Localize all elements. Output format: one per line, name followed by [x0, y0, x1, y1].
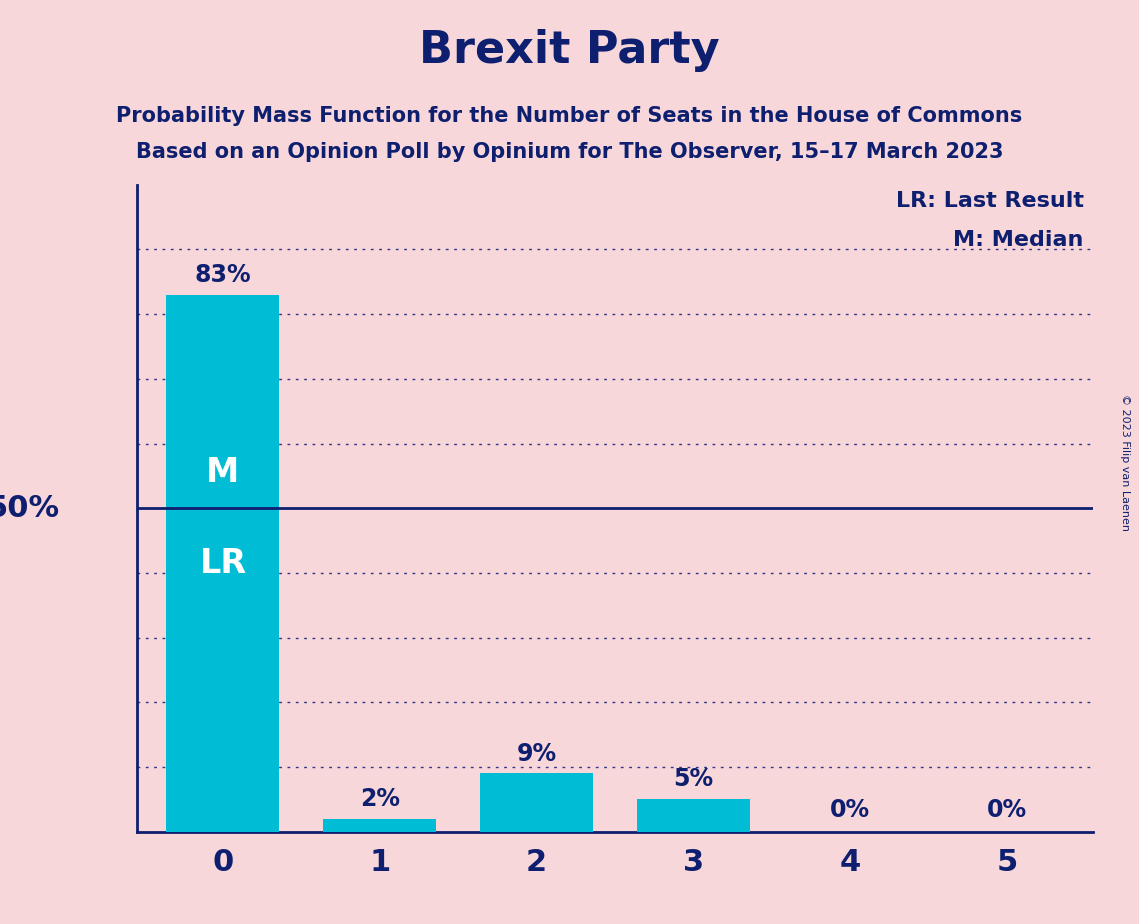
Bar — [166, 295, 279, 832]
Text: 0%: 0% — [830, 798, 870, 822]
Text: 0%: 0% — [988, 798, 1027, 822]
Bar — [323, 819, 436, 832]
Text: M: Median: M: Median — [953, 230, 1084, 250]
Text: LR: LR — [199, 547, 246, 580]
Text: 2%: 2% — [360, 787, 400, 811]
Text: Based on an Opinion Poll by Opinium for The Observer, 15–17 March 2023: Based on an Opinion Poll by Opinium for … — [136, 142, 1003, 163]
Text: 83%: 83% — [195, 263, 252, 287]
Text: LR: Last Result: LR: Last Result — [896, 191, 1084, 212]
Bar — [481, 773, 593, 832]
Bar — [637, 799, 749, 832]
Text: 50%: 50% — [0, 493, 60, 523]
Text: 5%: 5% — [673, 768, 713, 792]
Text: 9%: 9% — [517, 742, 557, 766]
Text: © 2023 Filip van Laenen: © 2023 Filip van Laenen — [1121, 394, 1130, 530]
Text: Brexit Party: Brexit Party — [419, 30, 720, 72]
Text: M: M — [206, 456, 239, 489]
Text: Probability Mass Function for the Number of Seats in the House of Commons: Probability Mass Function for the Number… — [116, 105, 1023, 126]
